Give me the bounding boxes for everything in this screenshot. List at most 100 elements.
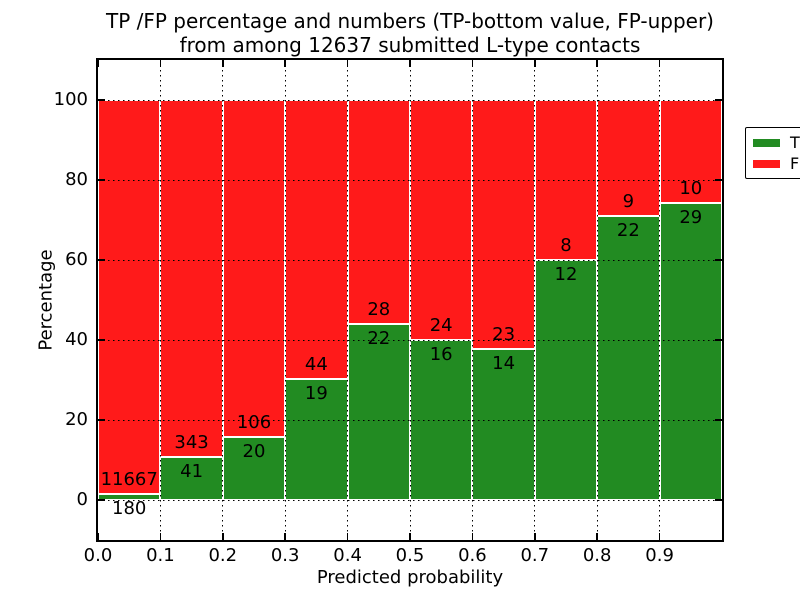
- y-tick-left: [98, 499, 105, 501]
- bar-fp-segment: [472, 100, 535, 349]
- y-tick-right: [715, 99, 722, 101]
- fp-count-label: 106: [236, 411, 272, 433]
- y-tick-label: 40: [65, 329, 88, 350]
- x-tick-bottom: [596, 533, 598, 540]
- x-tick-label: 0.0: [83, 545, 113, 566]
- fp-count-label: 343: [174, 432, 209, 454]
- y-tick-right: [715, 179, 722, 181]
- bar-tp-segment: [347, 324, 410, 500]
- fp-legend-label: FP: [790, 153, 800, 173]
- chart-title-line2: from among 12637 submitted L-type contac…: [179, 33, 641, 57]
- bar-fp-segment: [160, 100, 223, 458]
- fp-count-label: 10: [679, 177, 703, 199]
- plot-area: 11667 180 343 41 106 20 44 19 28 22 24 16 23 14 8 12 9 22…: [96, 58, 800, 542]
- fp-count-label: 9: [622, 191, 635, 213]
- x-tick-bottom: [658, 533, 661, 540]
- chart-title: TP /FP percentage and numbers (TP-bottom…: [96, 9, 724, 57]
- tp-count-label: 16: [429, 344, 453, 365]
- x-tick-top: [658, 60, 661, 67]
- v-gridline: [222, 60, 224, 540]
- fp-count-label: 23: [492, 323, 516, 345]
- x-tick-top: [284, 60, 286, 67]
- fp-count-label: 44: [304, 354, 328, 376]
- tp-count-label: 19: [304, 383, 328, 405]
- bar-fp-segment: [285, 100, 348, 380]
- bar-fp-segment: [410, 100, 473, 340]
- v-gridline: [409, 60, 411, 540]
- y-tick-right: [715, 339, 722, 341]
- bar-fp-segment: [222, 100, 286, 437]
- tp-legend-swatch: [753, 138, 780, 147]
- legend-item-tp: TP: [753, 132, 800, 153]
- legend-item-fp: FP: [753, 153, 800, 174]
- fp-count-label: 28: [367, 299, 391, 320]
- fp-count-label: 11667: [100, 468, 158, 490]
- bar-tp-segment: [98, 493, 161, 500]
- x-tick-label: 0.6: [458, 545, 487, 566]
- y-tick-label: 20: [65, 409, 88, 430]
- v-gridline: [471, 60, 473, 540]
- y-tick-label: 80: [65, 169, 88, 190]
- x-tick-label: 0.7: [520, 545, 550, 566]
- plot-inner: 11667 180 343 41 106 20 44 19 28 22 24 16 23 14 8 12 9 22…: [97, 60, 722, 540]
- y-tick-left: [98, 419, 105, 421]
- x-tick-bottom: [409, 533, 411, 540]
- bar-tp-segment: [597, 216, 660, 500]
- x-tick-label: 0.1: [146, 545, 175, 566]
- tp-count-label: 22: [367, 328, 391, 349]
- x-tick-label: 0.2: [208, 545, 238, 566]
- tp-count-label: 12: [554, 264, 578, 285]
- tp-count-label: 20: [242, 440, 266, 462]
- x-tick-top: [471, 60, 474, 67]
- x-tick-bottom: [97, 533, 99, 540]
- bar-tp-segment: [659, 202, 722, 500]
- bar-tp-segment: [160, 457, 223, 500]
- x-tick-bottom: [222, 533, 224, 540]
- x-tick-label: 0.3: [270, 545, 300, 566]
- x-tick-bottom: [159, 533, 162, 540]
- bar-fp-segment: [347, 100, 410, 324]
- y-tick-right: [715, 419, 722, 421]
- y-tick-right: [715, 259, 722, 261]
- fp-legend-swatch: [753, 159, 780, 168]
- bar-tp-segment: [222, 436, 286, 500]
- y-tick-label: 100: [53, 89, 88, 110]
- x-tick-top: [97, 60, 99, 67]
- y-tick-left: [98, 99, 105, 101]
- x-tick-label: 0.5: [395, 545, 425, 566]
- v-gridline: [284, 60, 286, 540]
- v-gridline: [534, 60, 536, 540]
- y-tick-right: [715, 499, 722, 501]
- tp-legend-label: TP: [790, 132, 800, 152]
- tp-count-label: 180: [112, 497, 147, 519]
- x-tick-label: 0.9: [645, 545, 674, 566]
- legend: TP FP: [745, 127, 800, 179]
- bar-tp-segment: [534, 260, 598, 500]
- x-tick-top: [409, 60, 411, 67]
- x-tick-bottom: [534, 533, 536, 540]
- x-tick-top: [534, 60, 536, 67]
- fp-count-label: 24: [429, 315, 453, 336]
- v-gridline: [659, 60, 661, 540]
- x-tick-bottom: [471, 533, 474, 540]
- x-tick-label: 0.4: [333, 545, 362, 566]
- x-tick-top: [222, 60, 224, 67]
- y-tick-label: 0: [76, 489, 88, 510]
- x-tick-top: [159, 60, 162, 67]
- tp-count-label: 29: [679, 206, 703, 228]
- x-tick-bottom: [346, 533, 349, 540]
- tp-count-label: 41: [180, 461, 204, 483]
- x-tick-top: [596, 60, 598, 67]
- v-gridline: [347, 60, 349, 540]
- fp-count-label: 8: [560, 235, 572, 256]
- bar-fp-segment: [597, 100, 660, 217]
- chart-title-line1: TP /FP percentage and numbers (TP-bottom…: [106, 9, 714, 33]
- x-tick-label: 0.8: [582, 545, 612, 566]
- x-tick-bottom: [284, 533, 286, 540]
- bar-fp-segment: [659, 100, 722, 203]
- bar-tp-segment: [472, 348, 535, 500]
- tp-count-label: 14: [492, 352, 516, 374]
- y-tick-left: [98, 259, 105, 261]
- y-tick-left: [98, 339, 105, 341]
